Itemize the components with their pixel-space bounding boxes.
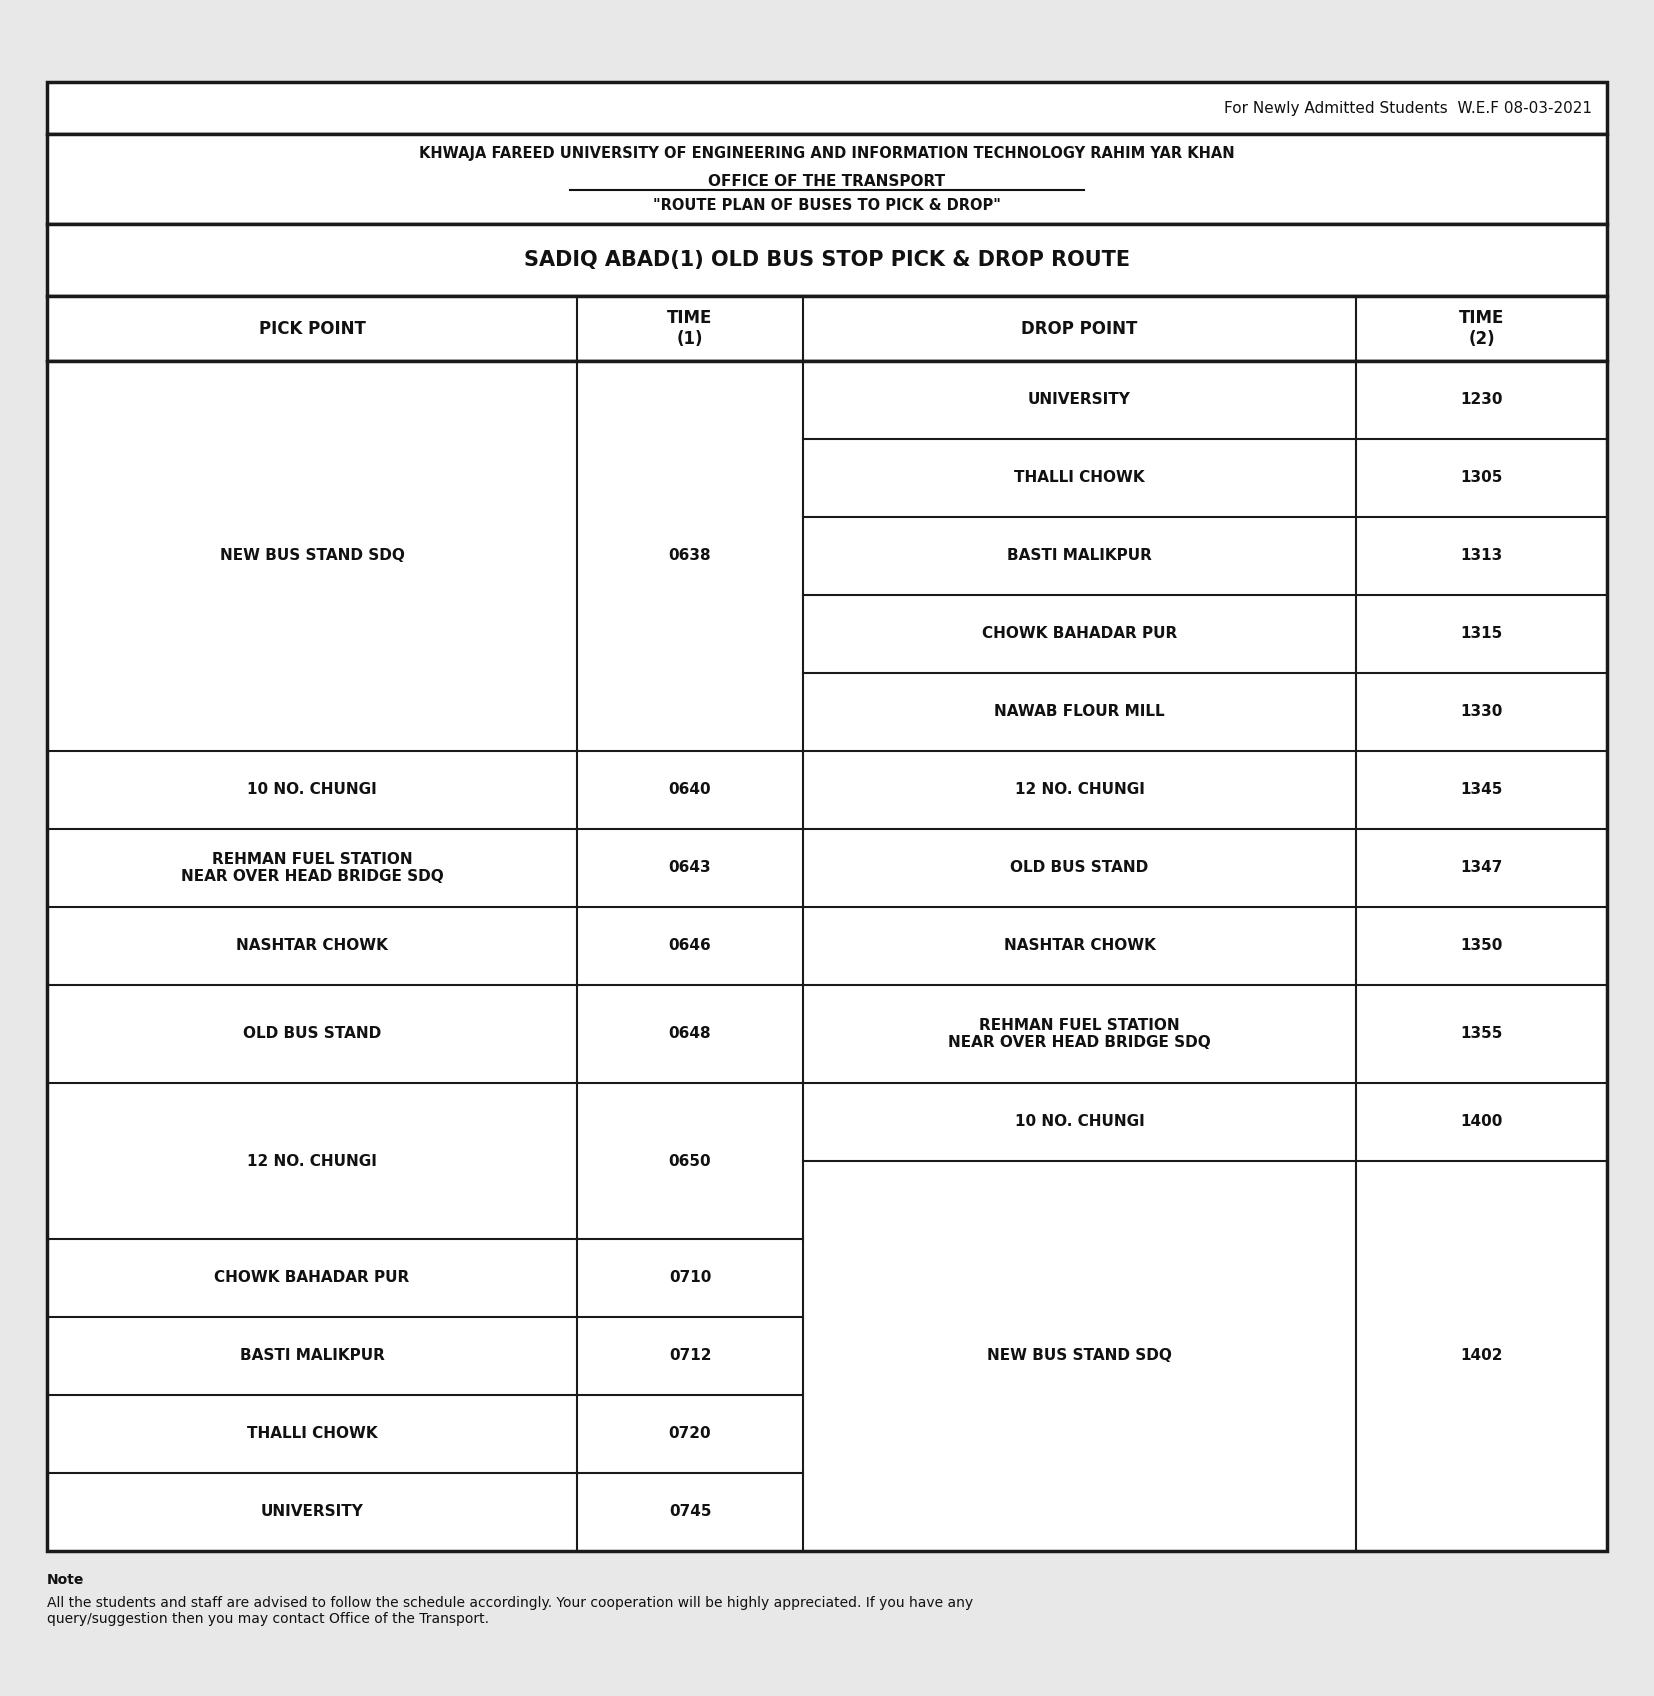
Text: THALLI CHOWK: THALLI CHOWK <box>1014 470 1145 485</box>
Text: Note: Note <box>46 1572 84 1587</box>
Text: 1355: 1355 <box>1460 1026 1503 1041</box>
Text: NAWAB FLOUR MILL: NAWAB FLOUR MILL <box>994 704 1164 719</box>
Text: NASHTAR CHOWK: NASHTAR CHOWK <box>1004 938 1156 953</box>
Text: TIME
(1): TIME (1) <box>667 309 713 348</box>
Text: 1313: 1313 <box>1460 548 1502 563</box>
Text: TIME
(2): TIME (2) <box>1459 309 1503 348</box>
Text: 1400: 1400 <box>1460 1114 1503 1130</box>
Text: CHOWK BAHADAR PUR: CHOWK BAHADAR PUR <box>215 1270 410 1286</box>
Text: 1350: 1350 <box>1460 938 1503 953</box>
Text: OLD BUS STAND: OLD BUS STAND <box>1011 860 1148 875</box>
Text: NEW BUS STAND SDQ: NEW BUS STAND SDQ <box>987 1348 1173 1364</box>
Bar <box>46 297 1608 361</box>
Text: REHMAN FUEL STATION
NEAR OVER HEAD BRIDGE SDQ: REHMAN FUEL STATION NEAR OVER HEAD BRIDG… <box>180 851 443 884</box>
Text: "ROUTE PLAN OF BUSES TO PICK & DROP": "ROUTE PLAN OF BUSES TO PICK & DROP" <box>653 198 1001 214</box>
Text: THALLI CHOWK: THALLI CHOWK <box>246 1426 377 1442</box>
Text: OFFICE OF THE TRANSPORT: OFFICE OF THE TRANSPORT <box>708 175 946 190</box>
Text: 1402: 1402 <box>1460 1348 1503 1364</box>
Text: 0720: 0720 <box>668 1426 711 1442</box>
Text: NASHTAR CHOWK: NASHTAR CHOWK <box>237 938 389 953</box>
Text: 1305: 1305 <box>1460 470 1503 485</box>
Text: 0648: 0648 <box>668 1026 711 1041</box>
Text: 0650: 0650 <box>668 1153 711 1169</box>
Bar <box>46 134 1608 224</box>
Text: BASTI MALIKPUR: BASTI MALIKPUR <box>1007 548 1151 563</box>
Text: 1347: 1347 <box>1460 860 1503 875</box>
Bar <box>46 81 1608 134</box>
Text: REHMAN FUEL STATION
NEAR OVER HEAD BRIDGE SDQ: REHMAN FUEL STATION NEAR OVER HEAD BRIDG… <box>948 1018 1211 1050</box>
Text: For Newly Admitted Students  W.E.F 08-03-2021: For Newly Admitted Students W.E.F 08-03-… <box>1224 100 1593 115</box>
Text: SADIQ ABAD(1) OLD BUS STOP PICK & DROP ROUTE: SADIQ ABAD(1) OLD BUS STOP PICK & DROP R… <box>524 249 1130 270</box>
Bar <box>46 361 1608 1552</box>
Text: 1315: 1315 <box>1460 626 1502 641</box>
Text: 0643: 0643 <box>668 860 711 875</box>
Text: 0638: 0638 <box>668 548 711 563</box>
Text: UNIVERSITY: UNIVERSITY <box>1029 392 1131 407</box>
Text: 10 NO. CHUNGI: 10 NO. CHUNGI <box>246 782 377 797</box>
Text: 0640: 0640 <box>668 782 711 797</box>
Text: DROP POINT: DROP POINT <box>1021 319 1138 338</box>
Text: 12 NO. CHUNGI: 12 NO. CHUNGI <box>1014 782 1145 797</box>
Text: 1230: 1230 <box>1460 392 1503 407</box>
Text: 1345: 1345 <box>1460 782 1503 797</box>
Text: NEW BUS STAND SDQ: NEW BUS STAND SDQ <box>220 548 405 563</box>
Text: BASTI MALIKPUR: BASTI MALIKPUR <box>240 1348 384 1364</box>
Text: 12 NO. CHUNGI: 12 NO. CHUNGI <box>246 1153 377 1169</box>
Text: All the students and staff are advised to follow the schedule accordingly. Your : All the students and staff are advised t… <box>46 1596 973 1626</box>
Text: 0710: 0710 <box>668 1270 711 1286</box>
Text: PICK POINT: PICK POINT <box>258 319 366 338</box>
Text: 1330: 1330 <box>1460 704 1503 719</box>
Bar <box>46 224 1608 297</box>
Text: CHOWK BAHADAR PUR: CHOWK BAHADAR PUR <box>982 626 1178 641</box>
Text: 0745: 0745 <box>668 1504 711 1520</box>
Text: UNIVERSITY: UNIVERSITY <box>261 1504 364 1520</box>
Text: 0712: 0712 <box>668 1348 711 1364</box>
Text: 0646: 0646 <box>668 938 711 953</box>
Text: OLD BUS STAND: OLD BUS STAND <box>243 1026 380 1041</box>
Text: KHWAJA FAREED UNIVERSITY OF ENGINEERING AND INFORMATION TECHNOLOGY RAHIM YAR KHA: KHWAJA FAREED UNIVERSITY OF ENGINEERING … <box>418 146 1236 161</box>
Text: 10 NO. CHUNGI: 10 NO. CHUNGI <box>1014 1114 1145 1130</box>
